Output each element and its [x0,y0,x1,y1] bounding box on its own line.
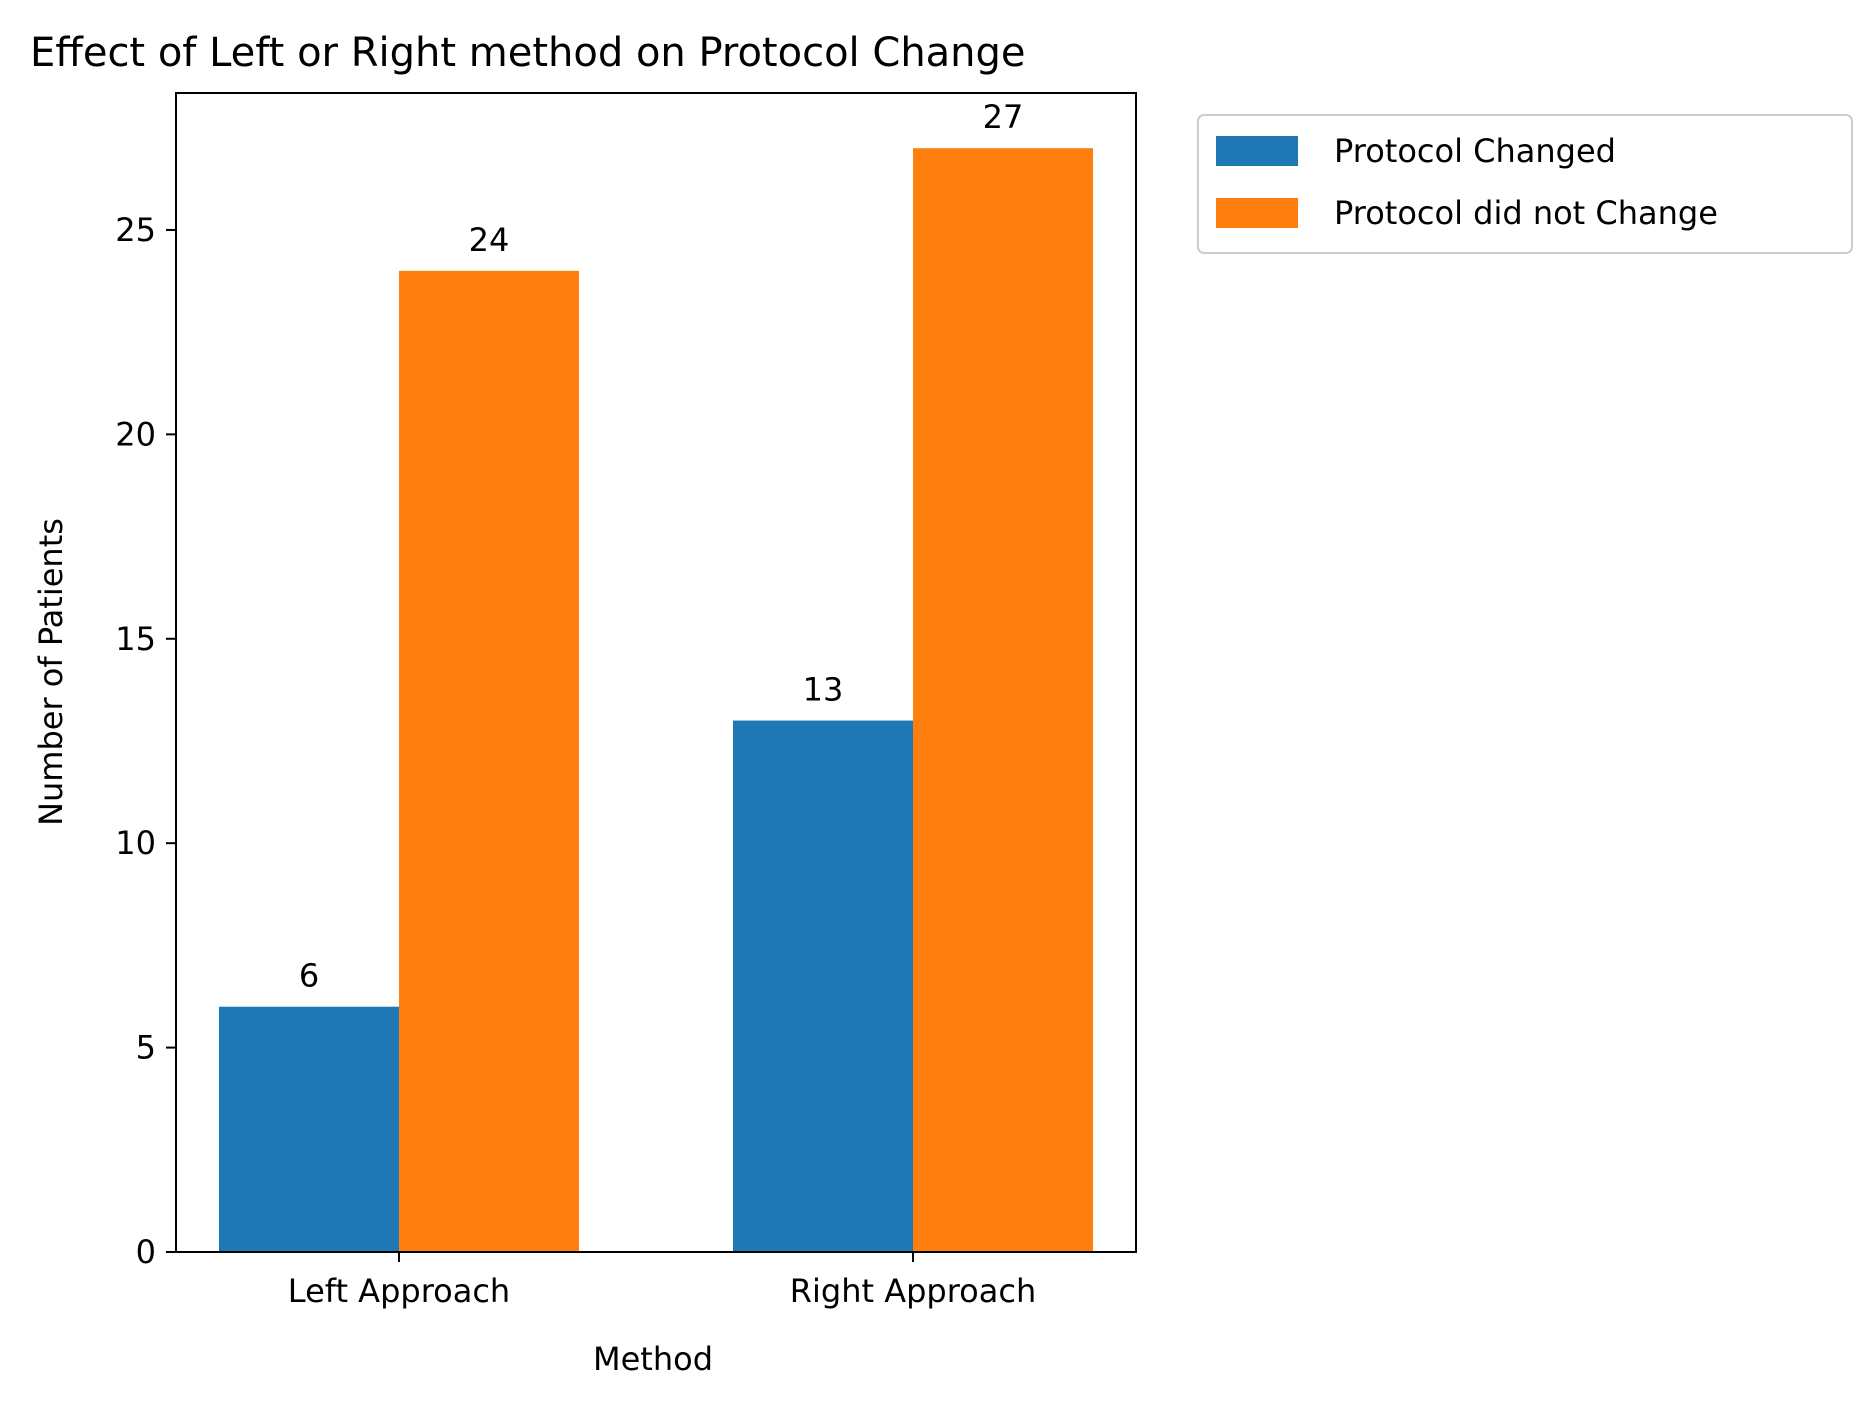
legend: Protocol Changed Protocol did not Change [1197,114,1853,254]
y-tick-label-0: 0 [136,1233,156,1271]
y-tick-label-3: 15 [115,620,156,658]
chart-title: Effect of Left or Right method on Protoc… [30,30,1026,76]
bar-1-1 [913,148,1093,1253]
data-label-0-1: 24 [469,221,510,259]
legend-box [1197,114,1853,254]
x-tick-label-1: Right Approach [790,1272,1036,1310]
y-axis-label: Number of Patients [32,518,70,826]
bar-0-0 [219,1006,399,1252]
y-tick-label-5: 25 [115,211,156,249]
legend-label-1: Protocol did not Change [1334,194,1718,232]
x-axis-label: Method [593,1340,713,1378]
axes-frame [175,92,1137,1253]
plot-area: 6 24 Left Approach 13 27 Right Approach 0 5 10 15… [115,92,1137,1310]
legend-label-0: Protocol Changed [1334,132,1616,170]
bar-0-1 [399,270,579,1253]
bar-1-0 [733,720,913,1252]
y-tick-label-4: 20 [115,415,156,453]
data-label-1-1: 27 [983,98,1024,136]
y-tick-label-2: 10 [115,824,156,862]
data-label-1-0: 13 [803,671,844,709]
y-tick-label-1: 5 [136,1029,156,1067]
legend-swatch-0 [1216,136,1298,166]
x-tick-label-0: Left Approach [288,1272,510,1310]
data-label-0-0: 6 [299,957,319,995]
legend-swatch-1 [1216,198,1298,228]
